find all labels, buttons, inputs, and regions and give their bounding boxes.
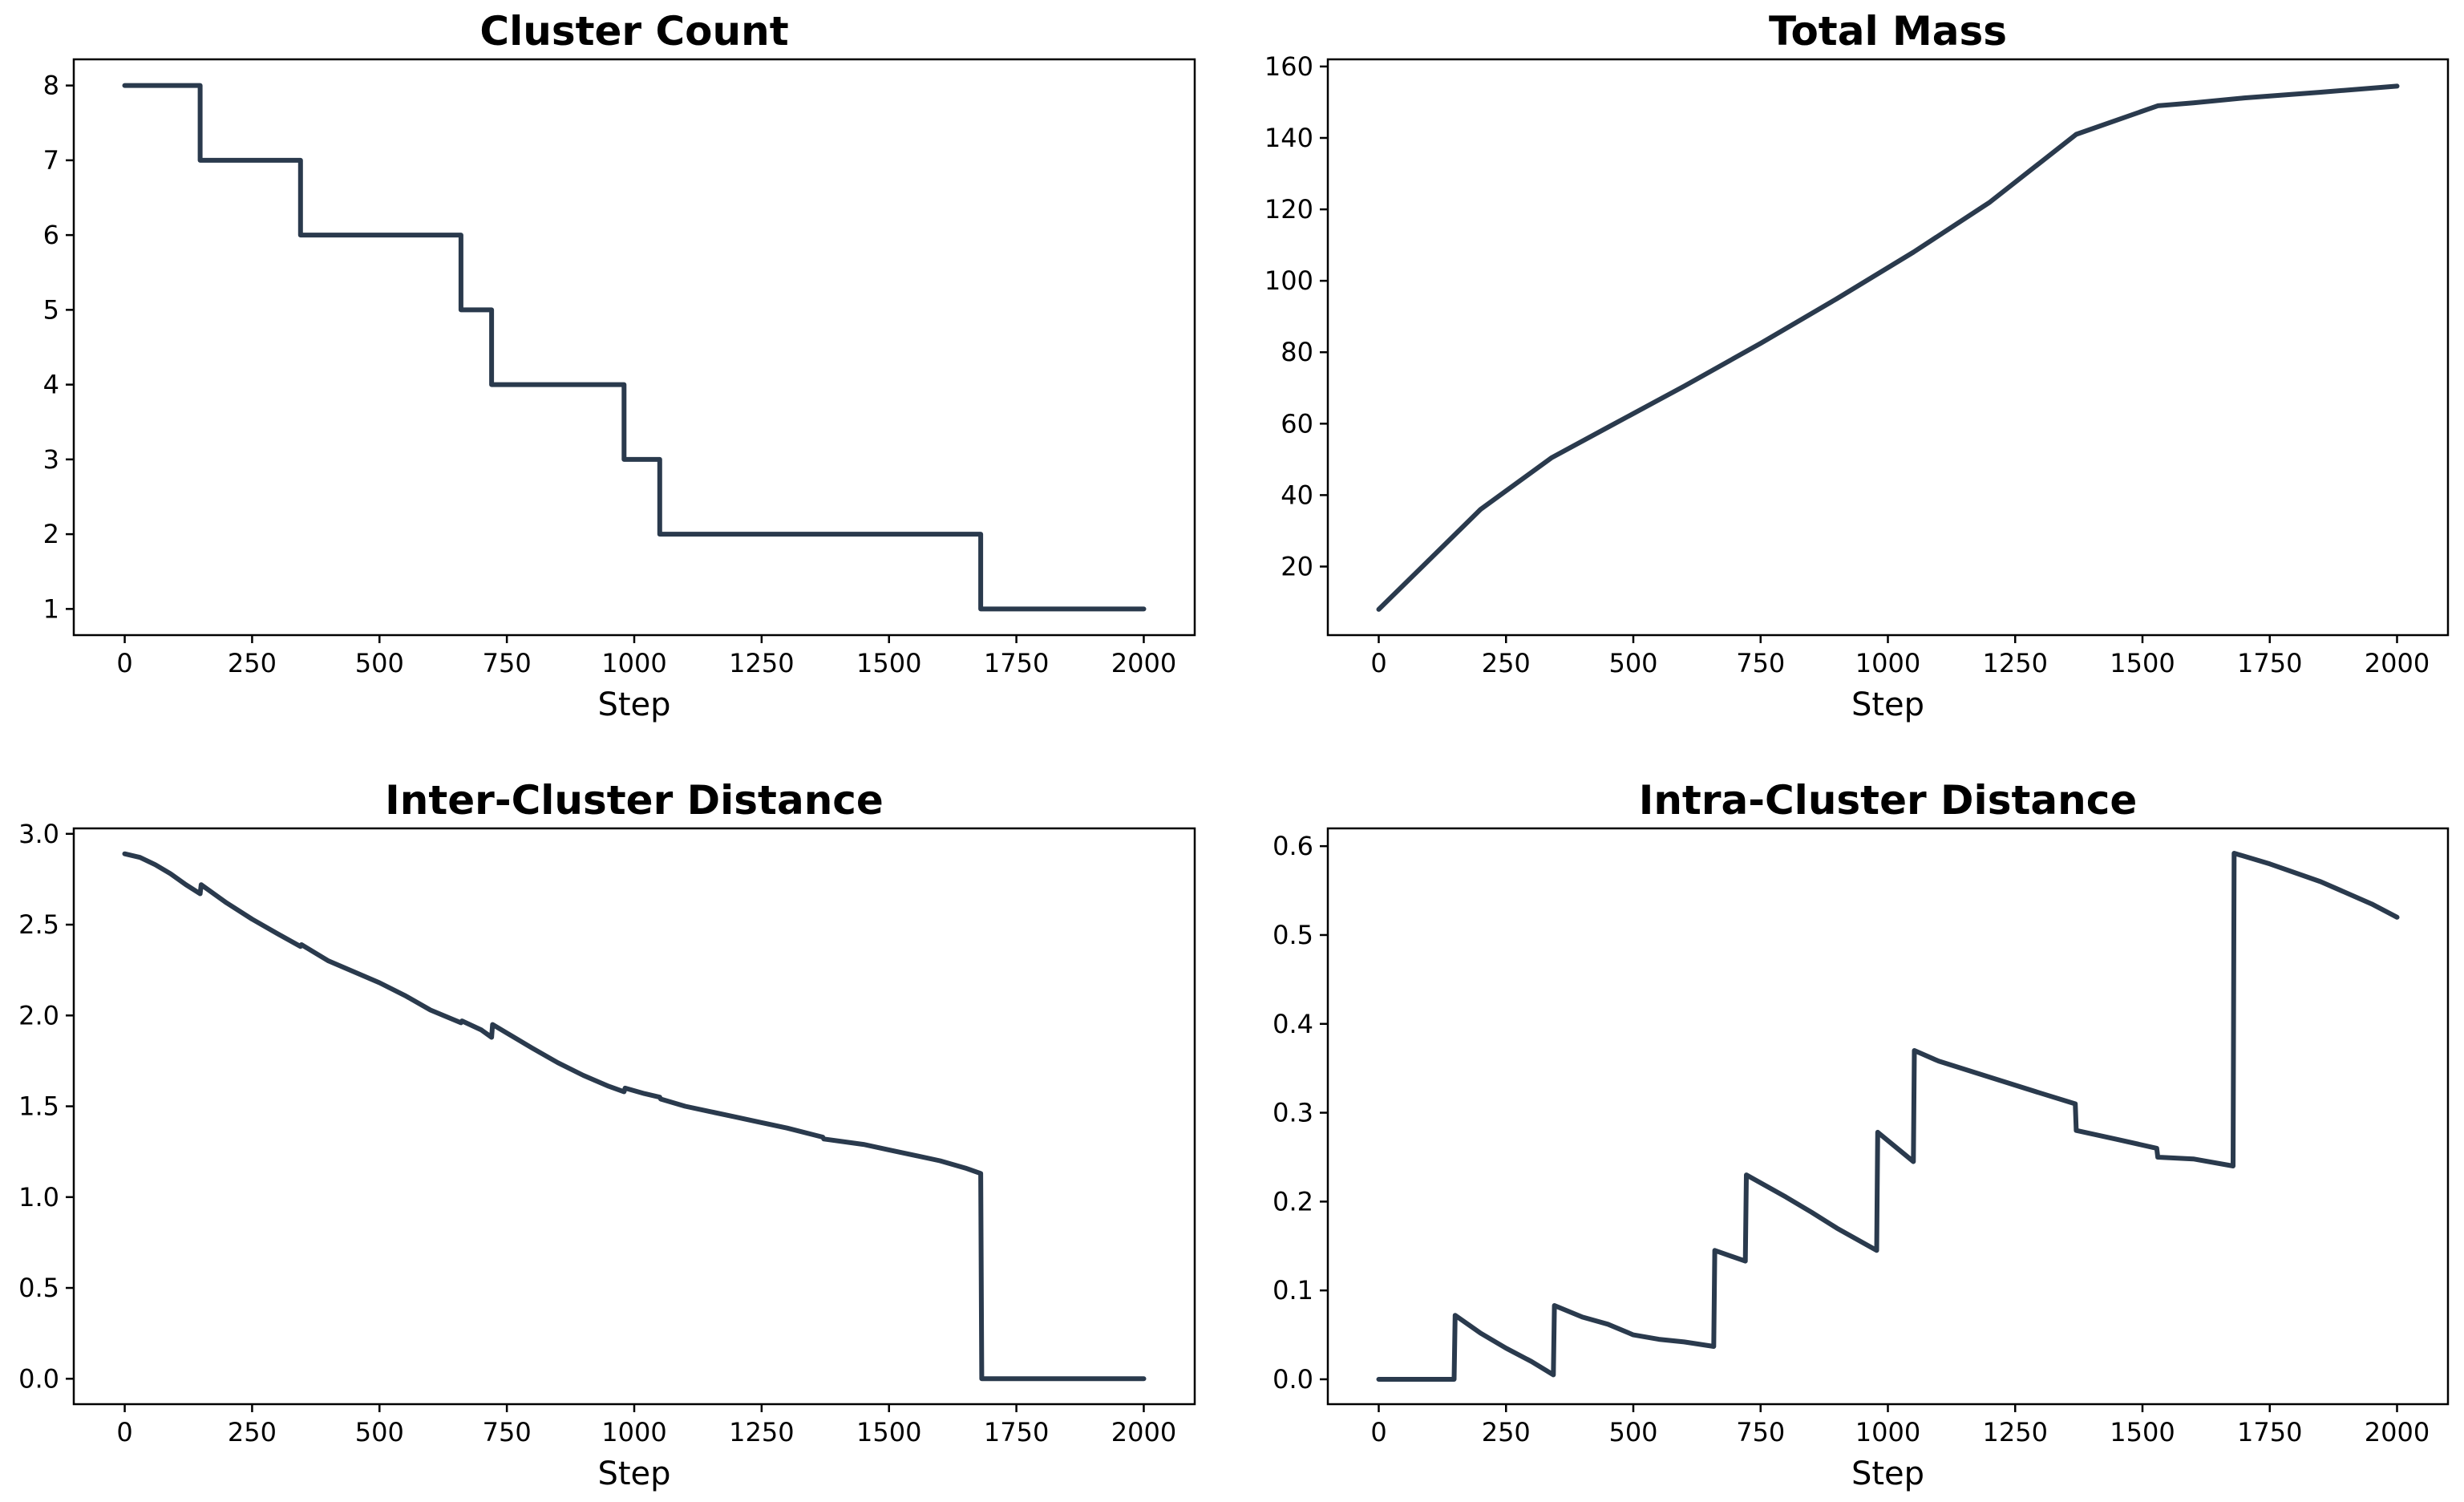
y-tick-label: 3: [43, 444, 59, 475]
chart-title: Total Mass: [1769, 8, 2007, 55]
x-tick-label: 1250: [1983, 648, 2048, 678]
x-tick-label: 500: [355, 1417, 404, 1447]
x-tick-label: 750: [483, 648, 532, 678]
series-line: [1376, 83, 2400, 612]
x-axis-label: Step: [1851, 686, 1924, 723]
x-tick-label: 1500: [2110, 1417, 2175, 1447]
y-tick-label: 0.1: [1272, 1275, 1313, 1306]
x-tick-label: 500: [1608, 1417, 1657, 1447]
x-tick-label: 1000: [1855, 1417, 1920, 1447]
x-tick-label: 750: [483, 1417, 532, 1447]
x-tick-label: 250: [228, 1417, 277, 1447]
chart-panel: Inter-Cluster Distance Step 0 250 500 750 1000…: [18, 777, 1196, 1492]
x-axis-label: Step: [597, 686, 670, 723]
chart-title: Cluster Count: [479, 8, 788, 55]
y-tick-label: 2.5: [18, 909, 59, 940]
x-tick-label: 1000: [1855, 648, 1920, 678]
y-tick-label: 60: [1281, 408, 1313, 439]
x-axis-label: Step: [1851, 1455, 1924, 1492]
x-tick-label: 0: [1370, 648, 1386, 678]
x-tick-label: 1250: [1983, 1417, 2048, 1447]
x-tick-label: 0: [116, 648, 132, 678]
y-tick-label: 40: [1281, 480, 1313, 510]
y-tick-label: 7: [43, 145, 59, 176]
y-tick-label: 140: [1264, 123, 1313, 153]
x-tick-label: 2000: [1111, 1417, 1176, 1447]
y-tick-label: 6: [43, 220, 59, 250]
series-line: [122, 83, 1147, 612]
y-tick-label: 5: [43, 294, 59, 325]
x-tick-label: 1500: [856, 1417, 921, 1447]
x-tick-label: 2000: [1111, 648, 1176, 678]
x-tick-label: 0: [116, 1417, 132, 1447]
y-tick-label: 1.5: [18, 1091, 59, 1122]
chart-panel: Total Mass Step 0 250 500 750 1000 1250 1500 1750…: [1264, 8, 2450, 723]
x-tick-label: 1250: [729, 1417, 794, 1447]
y-tick-label: 1.0: [18, 1182, 59, 1213]
y-tick-label: 8: [43, 71, 59, 101]
y-tick-label: 0.0: [18, 1363, 59, 1394]
plot-frame: [1326, 827, 2450, 1406]
x-tick-label: 1500: [856, 648, 921, 678]
y-tick-label: 120: [1264, 194, 1313, 225]
chart-title: Intra-Cluster Distance: [1639, 777, 2138, 824]
y-tick-label: 2.0: [18, 1000, 59, 1030]
chart-title: Inter-Cluster Distance: [385, 777, 884, 824]
x-tick-label: 1750: [2237, 648, 2302, 678]
y-tick-label: 0.4: [1272, 1009, 1313, 1039]
x-tick-label: 1000: [601, 648, 666, 678]
x-tick-label: 2000: [2365, 1417, 2430, 1447]
plot-frame: [72, 58, 1196, 637]
x-tick-label: 1250: [729, 648, 794, 678]
y-tick-label: 80: [1281, 337, 1313, 367]
y-tick-label: 0.3: [1272, 1098, 1313, 1128]
chart-panel: Cluster Count Step 0 250 500 750 1000 1250 1500 1…: [43, 8, 1196, 723]
x-tick-label: 250: [1482, 648, 1531, 678]
x-tick-label: 2000: [2365, 648, 2430, 678]
y-tick-label: 160: [1264, 51, 1313, 82]
y-tick-label: 1: [43, 593, 59, 624]
y-tick-label: 0.2: [1272, 1186, 1313, 1217]
x-tick-label: 0: [1370, 1417, 1386, 1447]
y-tick-label: 2: [43, 519, 59, 549]
y-tick-label: 0.0: [1272, 1364, 1313, 1395]
plot-frame: [1326, 58, 2450, 637]
series-line: [122, 851, 1147, 1382]
x-axis-label: Step: [597, 1455, 670, 1492]
x-tick-label: 250: [1482, 1417, 1531, 1447]
chart-panel: Intra-Cluster Distance Step 0 250 500 750 1000…: [1272, 777, 2450, 1492]
x-tick-label: 500: [355, 648, 404, 678]
x-tick-label: 1000: [601, 1417, 666, 1447]
x-tick-label: 750: [1736, 648, 1785, 678]
y-tick-label: 4: [43, 370, 59, 400]
y-tick-label: 3.0: [18, 819, 59, 849]
plot-frame: [72, 827, 1196, 1406]
x-tick-label: 750: [1736, 1417, 1785, 1447]
x-tick-label: 1750: [984, 648, 1049, 678]
y-tick-label: 20: [1281, 551, 1313, 581]
y-tick-label: 0.6: [1272, 831, 1313, 861]
x-tick-label: 1750: [984, 1417, 1049, 1447]
series-line: [1376, 851, 2400, 1382]
y-tick-label: 100: [1264, 265, 1313, 296]
y-tick-label: 0.5: [1272, 920, 1313, 950]
x-tick-label: 250: [228, 648, 277, 678]
x-tick-label: 500: [1608, 648, 1657, 678]
x-tick-label: 1500: [2110, 648, 2175, 678]
x-tick-label: 1750: [2237, 1417, 2302, 1447]
y-tick-label: 0.5: [18, 1273, 59, 1303]
